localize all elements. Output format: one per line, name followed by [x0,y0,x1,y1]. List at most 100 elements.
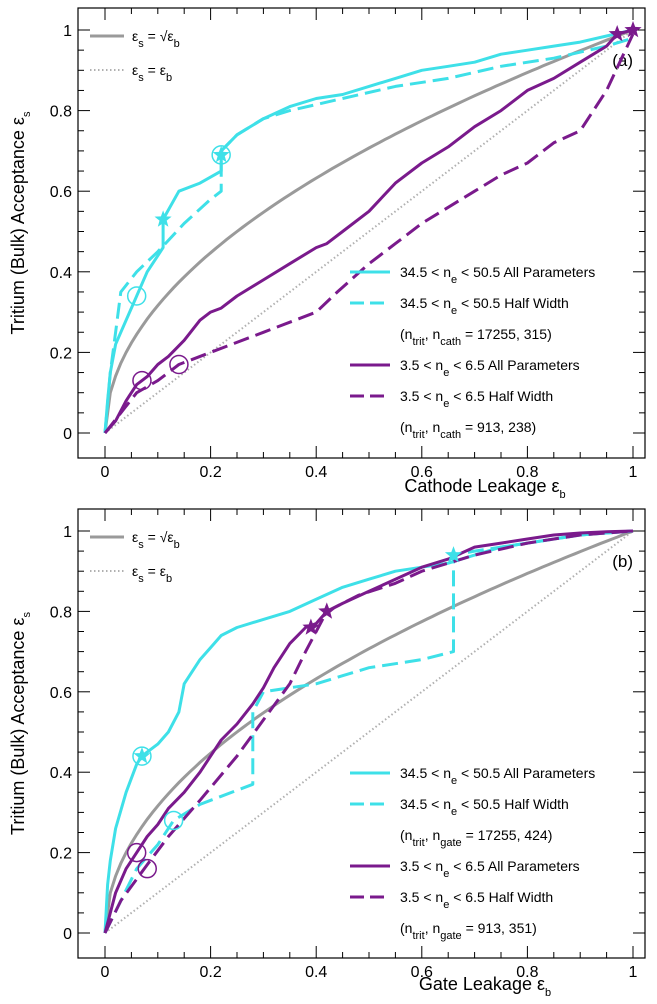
ref-legend-eps: ε [132,529,138,545]
y-tick-label: 0.2 [50,345,72,362]
legend-label: 34.5 < n [400,765,451,781]
y-tick-label: 0.8 [50,104,72,121]
legend-entry-text: 3.5 < ne < 6.5 All Parameters [400,858,580,880]
series-line-cyan-dashed [103,36,634,434]
legend-note: (ntrit, ngate = 913, 351) [400,920,537,942]
panel-b: 0 0.2 0.4 0.6 0.8 1 0 0.2 0.4 0.6 0.8 1 Gate Leakage… [8,508,646,999]
ref-legend-rest: = ε [144,563,166,579]
legend-entry-text: 34.5 < ne < 50.5 All Parameters [400,765,595,787]
ref-legend-sub: s [138,573,144,585]
x-axis-title-main: Gate Leakage ε [419,974,545,994]
legend-label-rest: < 6.5 Half Width [449,889,553,905]
ref-legend-sub: s [138,72,144,84]
x-tick-label: 1 [629,964,638,981]
legend-note-mid: , n [425,920,441,936]
ref-legend-sub: s [138,539,144,551]
legend-note-sub2: cath [440,429,461,441]
reference-line-diagonal [104,29,634,434]
series-line-cyan-dashed [103,529,634,934]
x-tick-label: 0.2 [199,464,221,481]
plot-area [103,529,634,934]
x-tick-label: 0 [101,464,110,481]
ref-legend-eps: ε [132,28,138,44]
legend-label: 34.5 < n [400,295,451,311]
legend-note-a: (n [400,419,412,435]
x-axis-title-sub: b [545,987,551,999]
legend-label: 34.5 < n [400,264,451,280]
legend-label-sub: e [443,899,449,911]
marker-circle-cyan [126,286,147,306]
legend-label-sub: e [443,367,449,379]
legend-note: (ntrit, ncath = 17255, 315) [400,326,552,348]
y-tick-label: 0.8 [50,604,72,621]
panel-a: 0 0.2 0.4 0.6 0.8 1 0 0.2 0.4 0.6 0.8 1 Cathode Leak… [8,7,646,501]
series-line-purple-solid [103,28,634,434]
marker-star-cyan [133,747,151,764]
legend-note-sub1: trit [412,837,424,849]
legend-note: (ntrit, ncath = 913, 238) [400,419,536,441]
y-axis-title: Tritium (Bulk) Acceptance εs [8,111,33,334]
marker-circle-purple [169,354,189,375]
legend-label: 34.5 < n [400,796,451,812]
legend-note-mid: , n [425,326,441,342]
legend-note-end: = 17255, 424) [462,827,553,843]
ref-legend-sub2: b [174,539,180,551]
x-tick-label: 0.4 [305,964,327,981]
legend-note-mid: , n [425,419,441,435]
reference-curve-sqrt [103,28,634,434]
x-tick-label: 0.6 [411,964,433,981]
ref-legend-sub2: b [166,573,172,585]
legend-label-sub: e [443,868,449,880]
legend-label-sub: e [451,775,457,787]
legend-note-mid: , n [425,827,441,843]
ref-legend-eps: ε [132,563,138,579]
legend-entry-text: 3.5 < ne < 6.5 Half Width [400,889,553,911]
legend-note-end: = 17255, 315) [461,326,552,342]
marker-circle-cyan [211,145,231,165]
y-tick-label: 0 [63,426,72,443]
marker-circle-purple [126,842,147,863]
marker-circle-purple [132,370,152,391]
legend-label-sub: e [451,274,457,286]
legend-label-rest: < 6.5 All Parameters [449,858,579,874]
ref-legend-rest: = √ε [144,529,174,545]
plot-frame [77,508,646,959]
marker-star-cyan [154,210,172,227]
legend-label-rest: < 50.5 Half Width [457,796,569,812]
ref-legend-text: εs = εb [132,563,172,585]
ref-legend-eps: ε [132,62,138,78]
legend-entry-text: 34.5 < ne < 50.5 Half Width [400,796,569,818]
y-tick-label: 1 [63,23,72,40]
x-tick-label: 0.8 [516,464,538,481]
x-axis-title-main: Cathode Leakage ε [404,476,559,496]
reference-curve-sqrt [103,529,634,934]
x-tick-label: 1 [629,464,638,481]
series-line-purple-solid [103,529,634,934]
ref-legend-text: εs = εb [132,62,172,84]
y-tick-label: 0.4 [50,265,72,282]
x-tick-label: 0.2 [199,964,221,981]
legend-label-rest: < 50.5 All Parameters [457,765,595,781]
legend-note-sub1: trit [412,930,424,942]
reference-line-diagonal [104,530,634,934]
marker-star-purple [624,21,642,38]
legend-note-sub1: trit [412,429,424,441]
series-line-purple-dashed [103,529,634,934]
x-tick-label: 0.8 [516,964,538,981]
legend-note-sub2: cath [440,336,461,348]
marker-star-purple [318,602,336,619]
legend-entry-text: 34.5 < ne < 50.5 All Parameters [400,264,595,286]
legend-label-sub: e [443,398,449,410]
legend-note-sub2: gate [440,930,461,942]
legend-label-rest: < 6.5 All Parameters [449,357,579,373]
legend-entry-text: 3.5 < ne < 6.5 All Parameters [400,357,580,379]
ref-legend-sub: s [138,38,144,50]
x-tick-label: 0.6 [411,464,433,481]
y-axis-title: Tritium (Bulk) Acceptance εs [8,612,33,835]
legend-note-end: = 913, 351) [462,920,537,936]
legend-note-a: (n [400,827,412,843]
x-tick-label: 0.4 [305,464,327,481]
ref-legend-sub2: b [174,38,180,50]
